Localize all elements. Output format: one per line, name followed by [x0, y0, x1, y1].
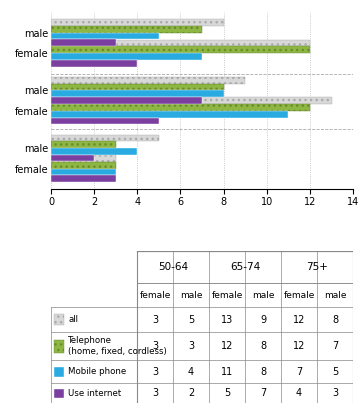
Bar	[51, 97, 202, 104]
Bar	[51, 97, 332, 104]
Bar	[51, 118, 159, 124]
Bar	[54, 339, 64, 352]
Text: male: male	[324, 291, 346, 300]
Text: all: all	[68, 315, 78, 324]
Text: 9: 9	[260, 315, 266, 325]
Text: 3: 3	[152, 388, 158, 398]
Bar	[51, 19, 223, 26]
Text: 12: 12	[221, 341, 233, 351]
Bar	[54, 367, 64, 377]
Bar	[54, 389, 64, 398]
Bar	[54, 314, 64, 325]
Text: 65-74: 65-74	[0, 86, 2, 115]
Bar	[51, 26, 202, 33]
Text: 2: 2	[188, 388, 194, 398]
Bar	[51, 53, 202, 60]
Text: 3: 3	[152, 341, 158, 351]
Text: 5: 5	[332, 367, 338, 377]
Bar	[51, 33, 159, 39]
Text: male: male	[252, 291, 274, 300]
Bar	[51, 162, 116, 168]
Bar	[51, 111, 288, 118]
Text: 13: 13	[221, 315, 233, 325]
Text: 8: 8	[332, 315, 338, 325]
Text: 3: 3	[188, 341, 194, 351]
Text: 75+: 75+	[306, 262, 328, 272]
Text: 7: 7	[260, 388, 266, 398]
Text: male: male	[180, 291, 202, 300]
Text: 7: 7	[296, 367, 302, 377]
Text: Use internet: Use internet	[68, 389, 122, 398]
Bar	[51, 155, 94, 162]
Text: 3: 3	[152, 367, 158, 377]
Text: female: female	[284, 291, 315, 300]
Text: 12: 12	[293, 315, 305, 325]
Bar	[51, 84, 223, 90]
Text: 4: 4	[296, 388, 302, 398]
Text: 8: 8	[260, 341, 266, 351]
Text: 50-64: 50-64	[0, 144, 2, 172]
Text: female: female	[211, 291, 243, 300]
Text: 12: 12	[293, 341, 305, 351]
Bar	[51, 46, 310, 53]
Text: 3: 3	[332, 388, 338, 398]
Bar	[51, 155, 116, 162]
Bar	[51, 60, 137, 67]
Bar	[51, 135, 159, 141]
Text: 75+: 75+	[0, 33, 2, 53]
Text: female: female	[139, 291, 171, 300]
Bar	[51, 168, 116, 175]
Bar	[51, 40, 310, 46]
Bar	[51, 141, 116, 148]
Bar	[51, 104, 310, 111]
Text: 11: 11	[221, 367, 233, 377]
Text: Mobile phone: Mobile phone	[68, 368, 126, 376]
Text: Telephone
(home, fixed, cordless): Telephone (home, fixed, cordless)	[68, 337, 167, 356]
Text: 3: 3	[152, 315, 158, 325]
Text: 50-64: 50-64	[158, 262, 188, 272]
Text: 65-74: 65-74	[230, 262, 260, 272]
Bar	[51, 39, 116, 46]
Text: 8: 8	[260, 367, 266, 377]
Bar	[51, 175, 116, 182]
Bar	[51, 90, 223, 97]
Bar	[51, 77, 245, 84]
Bar	[51, 148, 137, 155]
Text: 5: 5	[224, 388, 230, 398]
Text: 7: 7	[332, 341, 338, 351]
Text: 5: 5	[188, 315, 194, 325]
Text: 4: 4	[188, 367, 194, 377]
